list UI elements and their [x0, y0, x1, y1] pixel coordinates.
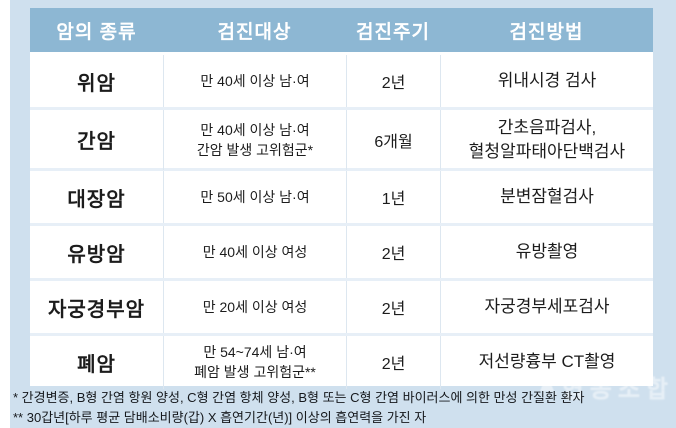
cancer-type-cell-line: 자궁경부암: [48, 298, 145, 321]
footnote-lung-high-risk: ** 30갑년[하루 평균 담배소비량(갑) X 흡연기간(년)] 이상의 흡연…: [13, 410, 427, 425]
screening-method-cell: 위내시경 검사: [440, 55, 653, 107]
cancer-type-cell: 간암: [30, 110, 163, 170]
screening-method-cell: 저선량흉부 CT촬영: [440, 336, 653, 389]
cancer-type-cell: 폐암: [30, 336, 163, 389]
screening-method-cell: 분변잠혈검사: [440, 171, 653, 223]
cancer-type-cell: 위암: [30, 55, 163, 107]
screening-target-cell: 만 40세 이상 여성: [163, 226, 346, 278]
table-row: 자궁경부암 만 20세 이상 여성 2년 자궁경부세포검사: [30, 278, 653, 333]
screening-target-cell: 만 50세 이상 남·여: [163, 171, 346, 223]
screening-cycle-cell-line: 2년: [381, 356, 406, 374]
screening-target-cell: 만 40세 이상 남·여: [163, 55, 346, 107]
table-body: 위암 만 40세 이상 남·여 2년 위내시경 검사 간암 만 40세 이상 남·여 간암 …: [30, 55, 653, 389]
screening-cycle-cell-line: 6개월: [374, 133, 413, 151]
screening-target-cell-line: 만 40세 이상 남·여: [200, 121, 310, 138]
screening-method-cell: 유방촬영: [440, 226, 653, 278]
screening-target-cell-line: 만 50세 이상 남·여: [200, 188, 310, 205]
screening-method-cell-line: 간초음파검사,: [497, 118, 597, 137]
cancer-type-cell-line: 위암: [77, 72, 116, 95]
screening-method-cell: 자궁경부세포검사: [440, 281, 653, 333]
screening-cycle-cell-line: 2년: [381, 246, 406, 263]
screening-method-cell: 간초음파검사, 혈청알파태아단백검사: [440, 110, 653, 170]
screening-target-cell-line: 간암 발생 고위험군*: [196, 141, 314, 158]
screening-cycle-cell: 2년: [346, 226, 440, 278]
cancer-type-cell-line: 대장암: [67, 188, 126, 211]
table-row: 위암 만 40세 이상 남·여 2년 위내시경 검사: [30, 55, 653, 107]
cancer-type-cell: 자궁경부암: [30, 281, 163, 333]
table-row: 대장암 만 50세 이상 남·여 1년 분변잠혈검사: [30, 168, 653, 223]
screening-cycle-cell: 2년: [346, 336, 440, 389]
screening-cycle-cell-line: 2년: [381, 75, 406, 92]
screening-cycle-cell: 6개월: [346, 110, 440, 170]
screening-cycle-cell-line: 1년: [381, 191, 406, 208]
screening-method-cell-line: 혈청알파태아단백검사: [468, 141, 626, 161]
screening-method-cell-line: 저선량흉부 CT촬영: [478, 352, 616, 372]
footnotes: * 간경변증, B형 간염 항원 양성, C형 간염 항체 양성, B형 또는 …: [13, 388, 663, 428]
cancer-screening-table: 암의 종류 검진대상 검진주기 검진방법 위암 만 40세 이상 남·여 2년 위내시…: [30, 8, 653, 389]
screening-method-cell-line: 자궁경부세포검사: [484, 297, 610, 317]
screening-target-cell: 만 20세 이상 여성: [163, 281, 346, 333]
screening-target-cell-line: 만 40세 이상 여성: [202, 243, 308, 260]
header-screening-cycle: 검진주기: [356, 21, 430, 43]
screening-target-cell-line: 폐암 발생 고위험군**: [194, 364, 316, 381]
screening-target-cell-line: 만 20세 이상 여성: [202, 298, 308, 315]
cancer-type-cell-line: 유방암: [67, 243, 126, 266]
screening-cycle-cell: 2년: [346, 55, 440, 107]
table-row: 유방암 만 40세 이상 여성 2년 유방촬영: [30, 223, 653, 278]
screening-cycle-cell: 1년: [346, 171, 440, 223]
cancer-type-cell-line: 폐암: [77, 353, 116, 376]
header-cancer-type: 암의 종류: [56, 21, 137, 43]
left-white-strip: [0, 0, 10, 428]
screening-target-cell-line: 만 54~74세 남·여: [203, 344, 307, 360]
table-header-row: 암의 종류 검진대상 검진주기 검진방법: [30, 8, 653, 55]
header-screening-method: 검진방법: [509, 21, 584, 43]
screening-cycle-cell-line: 2년: [381, 301, 406, 318]
cancer-type-cell-line: 간암: [77, 131, 116, 154]
header-screening-target: 검진대상: [217, 21, 292, 43]
footnote-liver-high-risk: * 간경변증, B형 간염 항원 양성, C형 간염 항체 양성, B형 또는 …: [13, 390, 585, 405]
screening-method-cell-line: 위내시경 검사: [497, 71, 597, 91]
screening-method-cell-line: 유방촬영: [515, 242, 579, 262]
screening-method-cell-line: 분변잠혈검사: [500, 187, 594, 207]
cancer-type-cell: 대장암: [30, 171, 163, 223]
screening-target-cell-line: 만 40세 이상 남·여: [200, 72, 310, 89]
screening-cycle-cell: 2년: [346, 281, 440, 333]
cancer-type-cell: 유방암: [30, 226, 163, 278]
